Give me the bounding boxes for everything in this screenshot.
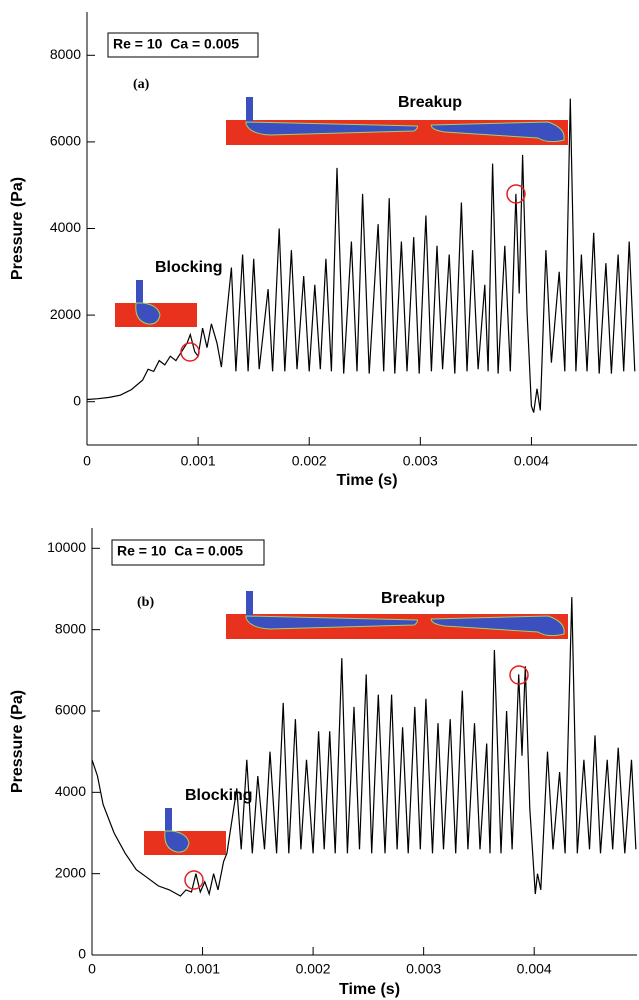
annotation: (b) bbox=[137, 595, 154, 610]
annotation: Re = 10 Ca = 0.005 bbox=[113, 36, 239, 52]
x-tick-label: 0.003 bbox=[406, 961, 441, 977]
inset-inlet bbox=[246, 97, 253, 124]
inset-drop bbox=[430, 615, 565, 637]
y-tick-label: 2000 bbox=[50, 306, 81, 322]
annotation: Breakup bbox=[398, 94, 462, 111]
inset-drop bbox=[164, 830, 190, 853]
y-tick-label: 8000 bbox=[50, 46, 81, 62]
x-tick-label: 0.004 bbox=[517, 961, 552, 977]
data-line bbox=[91, 597, 637, 897]
annotation: Re = 10 Ca = 0.005 bbox=[117, 543, 243, 559]
inset-inlet bbox=[165, 808, 172, 835]
annotation-box bbox=[107, 32, 259, 58]
inset-drop bbox=[245, 121, 419, 136]
inset-inlet bbox=[246, 591, 253, 618]
y-tick-label: 6000 bbox=[50, 133, 81, 149]
annotation: Blocking bbox=[185, 787, 253, 804]
y-tick-label: 4000 bbox=[55, 783, 86, 799]
x-tick-label: 0.004 bbox=[514, 453, 549, 469]
inset-drop bbox=[245, 615, 419, 630]
highlight-circle bbox=[180, 342, 200, 362]
highlight-circle bbox=[509, 665, 529, 685]
y-tick-label: 0 bbox=[78, 946, 86, 962]
y-tick-label: 4000 bbox=[50, 219, 81, 235]
annotation: Breakup bbox=[381, 590, 445, 607]
y-axis-title: Pressure (Pa) bbox=[9, 177, 26, 280]
x-tick-label: 0.002 bbox=[292, 453, 327, 469]
inset-inlet bbox=[136, 280, 143, 307]
x-tick-label: 0.001 bbox=[185, 961, 220, 977]
x-tick-label: 0 bbox=[88, 961, 96, 977]
x-axis-title: Time (s) bbox=[336, 472, 397, 489]
data-line bbox=[86, 98, 636, 413]
y-axis-title: Pressure (Pa) bbox=[9, 690, 26, 793]
annotation: Blocking bbox=[155, 259, 223, 276]
x-tick-label: 0 bbox=[83, 453, 91, 469]
inset-drop bbox=[430, 121, 565, 143]
highlight-circle bbox=[184, 870, 204, 890]
x-axis-title: Time (s) bbox=[339, 981, 400, 998]
y-tick-label: 8000 bbox=[55, 620, 86, 636]
annotation-box bbox=[111, 539, 265, 566]
annotation: (a) bbox=[133, 77, 150, 92]
y-tick-label: 10000 bbox=[47, 539, 86, 555]
y-tick-label: 2000 bbox=[55, 864, 86, 880]
y-tick-label: 0 bbox=[73, 392, 81, 408]
x-tick-label: 0.001 bbox=[181, 453, 216, 469]
y-tick-label: 6000 bbox=[55, 702, 86, 718]
inset-drop bbox=[135, 302, 161, 325]
highlight-circle bbox=[506, 184, 526, 204]
x-tick-label: 0.003 bbox=[403, 453, 438, 469]
x-tick-label: 0.002 bbox=[296, 961, 331, 977]
